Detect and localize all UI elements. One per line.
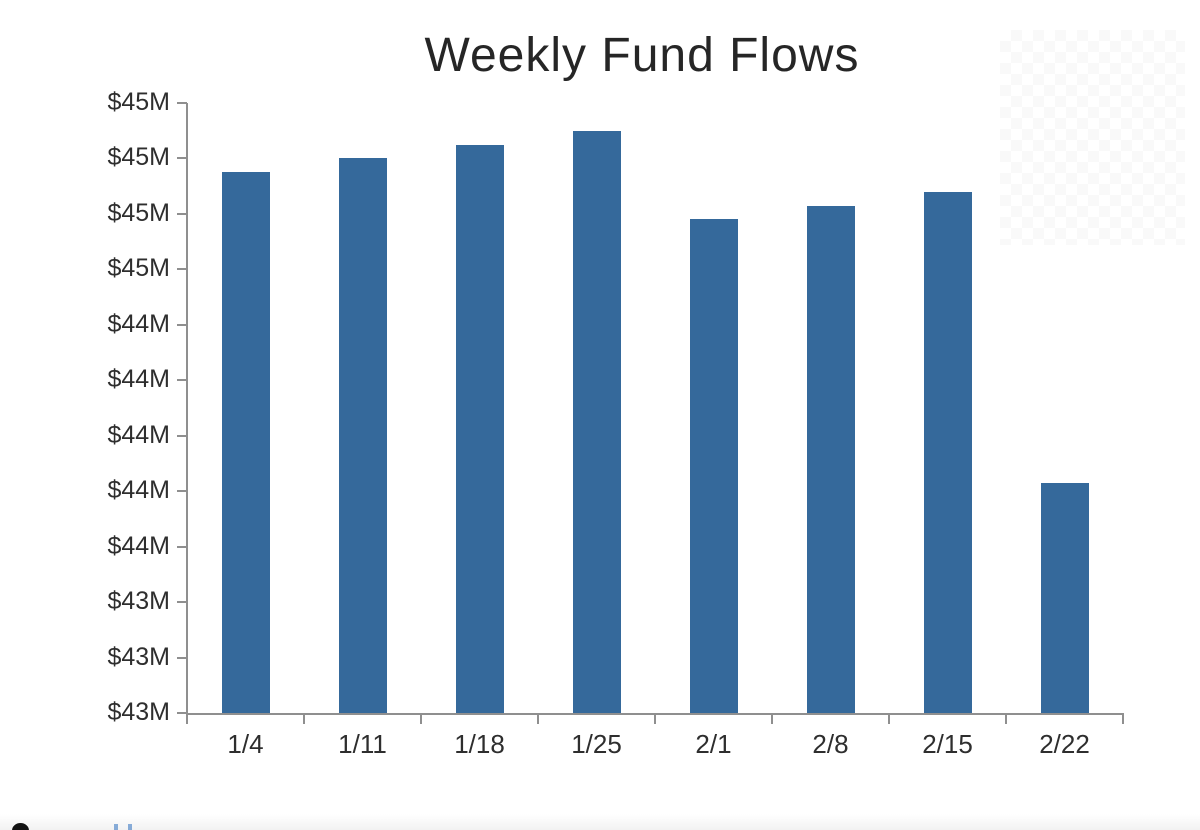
y-axis-tick bbox=[177, 102, 187, 104]
y-tick-label: $43M bbox=[107, 587, 170, 616]
x-axis-tick bbox=[537, 713, 539, 724]
logo-partial-circle bbox=[12, 823, 29, 830]
y-axis-tick bbox=[177, 212, 187, 215]
y-tick-label: $43M bbox=[107, 642, 170, 671]
y-tick-label: $45M bbox=[107, 198, 170, 227]
bar-2-1 bbox=[689, 219, 738, 713]
bar-2-22 bbox=[1040, 482, 1089, 713]
y-tick-label: $45M bbox=[107, 254, 170, 283]
x-axis-tick bbox=[654, 713, 656, 724]
x-axis-tick bbox=[420, 713, 422, 724]
y-axis-tick bbox=[177, 490, 187, 493]
bar-1-4 bbox=[221, 172, 270, 713]
y-tick-label: $44M bbox=[107, 531, 170, 560]
x-axis-tick bbox=[186, 713, 188, 724]
y-tick-label: $44M bbox=[107, 420, 170, 449]
y-axis-tick bbox=[177, 545, 187, 548]
x-axis-tick bbox=[1122, 713, 1124, 724]
x-axis-tick bbox=[888, 713, 890, 724]
y-tick-label: $45M bbox=[107, 88, 170, 116]
y-axis-tick bbox=[177, 434, 187, 437]
x-axis-tick bbox=[1005, 713, 1007, 724]
y-axis-tick bbox=[177, 157, 187, 160]
x-axis-label: 1/18 bbox=[454, 729, 505, 759]
x-axis-label: 2/8 bbox=[812, 729, 849, 759]
bar-2-15 bbox=[923, 191, 972, 713]
x-axis-tick bbox=[771, 713, 773, 724]
x-axis-label: 2/1 bbox=[695, 729, 732, 759]
x-axis-label: 1/11 bbox=[338, 729, 387, 759]
x-axis-tick bbox=[303, 713, 305, 724]
y-axis-tick bbox=[177, 268, 187, 271]
bottom-edge-shade bbox=[0, 814, 1200, 830]
bar-1-11 bbox=[338, 158, 387, 713]
chart-title: Weekly Fund Flows bbox=[424, 29, 860, 82]
x-axis-label: 1/4 bbox=[227, 729, 264, 759]
watermark-pattern bbox=[1000, 30, 1185, 245]
x-axis-label: 2/22 bbox=[1039, 729, 1090, 759]
player-tick-icon bbox=[128, 824, 132, 830]
x-axis-label: 2/15 bbox=[922, 729, 973, 759]
bar-2-8 bbox=[806, 205, 855, 713]
player-tick-icon bbox=[114, 824, 118, 830]
y-tick-label: $44M bbox=[107, 365, 170, 394]
y-axis-tick bbox=[177, 379, 187, 382]
y-axis-tick bbox=[177, 656, 187, 659]
y-axis-tick bbox=[177, 323, 187, 326]
x-axis-label: 1/25 bbox=[571, 729, 622, 759]
y-tick-label: $44M bbox=[107, 476, 170, 505]
bar-1-18 bbox=[455, 144, 504, 713]
bar-1-25 bbox=[572, 130, 621, 713]
y-axis-line bbox=[186, 103, 188, 715]
y-tick-label: $44M bbox=[107, 309, 170, 338]
y-tick-label: $43M bbox=[107, 698, 170, 726]
y-axis-tick bbox=[177, 601, 187, 604]
y-tick-label: $45M bbox=[107, 143, 170, 172]
y-axis-tick bbox=[177, 712, 187, 714]
